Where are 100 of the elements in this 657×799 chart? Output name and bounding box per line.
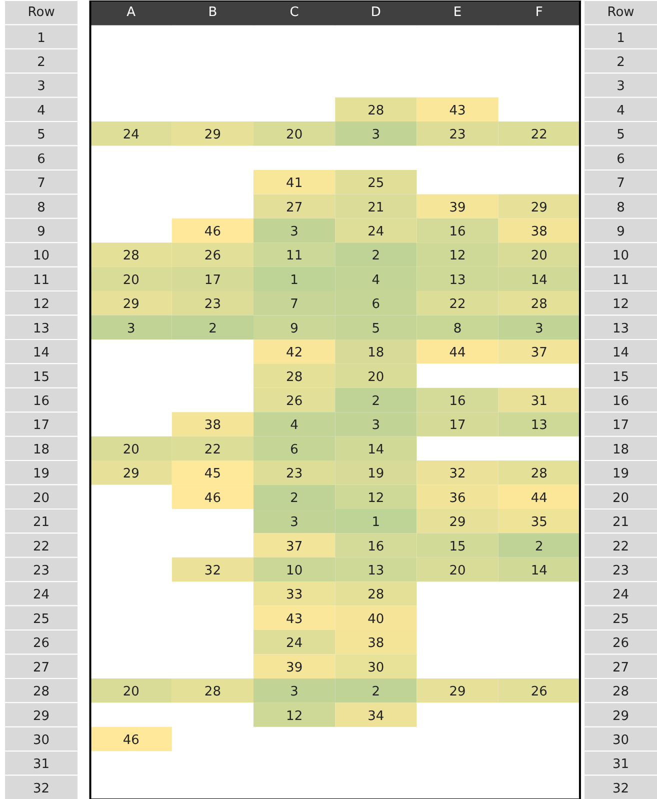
data-label: 20: [368, 370, 384, 385]
y2-tick-label: 19: [33, 466, 50, 482]
data-label: 2: [372, 394, 380, 409]
data-label: 28: [530, 466, 548, 482]
y-tick-label: 26: [612, 636, 630, 652]
y-tick-label: 29: [612, 708, 630, 724]
data-label: 32: [204, 563, 221, 578]
y2-tick-label: 28: [33, 684, 50, 700]
data-label: 14: [530, 563, 548, 578]
data-label: 21: [368, 200, 384, 216]
data-label: 4: [372, 272, 380, 288]
y-tick-label: 7: [616, 176, 625, 192]
data-label: 3: [290, 224, 298, 240]
data-label: 31: [530, 394, 548, 409]
y-tick-label: 5: [616, 128, 625, 143]
data-label: 6: [290, 442, 298, 458]
data-label: 2: [290, 490, 298, 506]
data-label: 20: [122, 684, 140, 700]
y2-tick-label: 11: [33, 272, 50, 288]
y-tick-label: 8: [616, 200, 625, 216]
y-tick-label: 13: [612, 321, 630, 336]
y2-tick-label: 22: [33, 539, 50, 554]
data-label: 23: [286, 466, 303, 482]
data-label: 29: [122, 466, 140, 482]
y-tick-label: 25: [612, 612, 630, 627]
data-label: 2: [535, 539, 544, 554]
data-label: 3: [290, 515, 298, 530]
y2-tick-label: 13: [33, 321, 50, 336]
x-tick-label: C: [290, 5, 299, 20]
y-tick-label: 19: [612, 466, 630, 482]
data-label: 19: [368, 466, 384, 482]
y-tick-label: 21: [612, 515, 630, 530]
y-tick-label: 3: [616, 79, 625, 94]
y-tick-label: 17: [612, 418, 630, 434]
data-label: 29: [122, 297, 140, 312]
data-label: 12: [368, 490, 384, 506]
y2-tick-label: 2: [37, 55, 46, 70]
y-axis-title: Row: [28, 5, 56, 20]
data-label: 2: [208, 321, 217, 336]
y-tick-label: 10: [612, 248, 630, 264]
y-tick-label: 1: [616, 30, 625, 46]
data-label: 16: [449, 394, 466, 409]
data-label: 3: [372, 128, 380, 143]
y2-tick-label: 20: [33, 490, 50, 506]
y-tick-label: 9: [616, 224, 625, 240]
y2-tick-label: 7: [37, 176, 46, 192]
data-label: 5: [372, 321, 380, 336]
x-tick-label: D: [370, 5, 381, 20]
data-label: 8: [453, 321, 462, 336]
y-tick-label: 31: [612, 757, 630, 772]
y-tick-label: 23: [612, 563, 630, 578]
data-label: 23: [449, 128, 466, 143]
y2-tick-label: 3: [37, 79, 46, 94]
data-label: 20: [530, 248, 548, 264]
data-label: 28: [530, 297, 548, 312]
y-tick-label: 16: [612, 394, 630, 409]
data-label: 17: [204, 272, 221, 288]
y-tick-label: 32: [612, 781, 630, 796]
y2-tick-label: 16: [33, 394, 50, 409]
y-tick-label: 11: [612, 272, 630, 288]
data-label: 44: [530, 490, 548, 506]
y2-tick-label: 29: [33, 708, 50, 724]
y2-tick-label: 12: [33, 297, 50, 312]
y-tick-label: 24: [612, 588, 630, 603]
data-label: 46: [204, 224, 221, 240]
data-label: 22: [530, 128, 548, 143]
data-label: 3: [126, 321, 136, 336]
y2-tick-label: 26: [33, 636, 50, 652]
y2-tick-label: 5: [37, 128, 46, 143]
y-tick-label: 12: [612, 297, 630, 312]
data-label: 27: [286, 200, 303, 216]
data-label: 45: [204, 466, 221, 482]
data-label: 16: [368, 539, 384, 554]
y-tick-label: 28: [612, 684, 630, 700]
data-label: 29: [449, 684, 466, 700]
data-label: 36: [449, 490, 466, 506]
data-label: 1: [372, 515, 380, 530]
data-label: 29: [204, 128, 221, 143]
data-label: 38: [368, 636, 384, 652]
x-tick-label: E: [453, 5, 462, 20]
y2-axis-title: Row: [607, 5, 635, 20]
y-tick-label: 2: [616, 55, 625, 70]
data-label: 11: [286, 248, 303, 264]
data-label: 29: [530, 200, 548, 216]
data-label: 12: [286, 708, 303, 724]
data-label: 24: [368, 224, 384, 240]
y2-tick-label: 17: [33, 418, 50, 434]
y2-tick-label: 4: [37, 103, 46, 118]
data-label: 37: [286, 539, 303, 554]
data-label: 3: [535, 321, 544, 336]
y2-tick-label: 1: [37, 30, 46, 46]
data-label: 3: [290, 684, 298, 700]
data-label: 43: [286, 612, 303, 627]
data-label: 28: [368, 103, 384, 118]
y-tick-label: 22: [612, 539, 630, 554]
data-label: 43: [449, 103, 466, 118]
data-label: 13: [530, 418, 548, 434]
y2-tick-label: 9: [37, 224, 46, 240]
data-label: 7: [290, 297, 298, 312]
data-label: 26: [530, 684, 548, 700]
